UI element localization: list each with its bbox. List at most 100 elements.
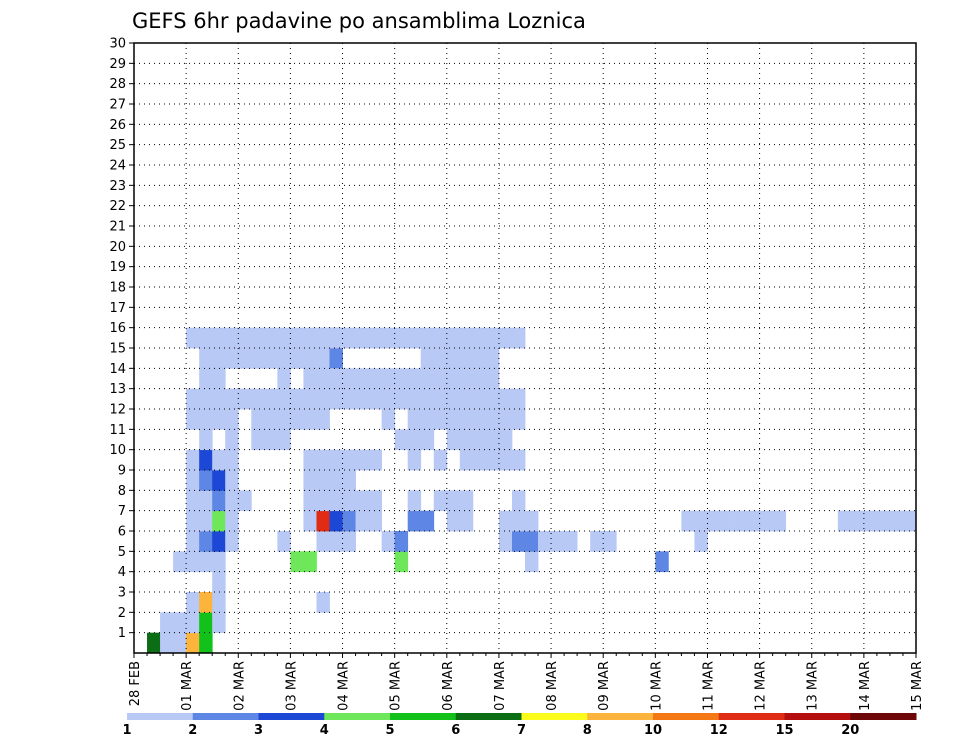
y-tick-label: 24 xyxy=(109,159,126,174)
heat-cell xyxy=(407,409,422,430)
heat-cell xyxy=(355,327,369,349)
y-tick-label: 22 xyxy=(109,199,126,214)
heat-cell xyxy=(394,531,409,552)
y-tick-label: 12 xyxy=(109,403,126,418)
heat-cell xyxy=(407,510,422,532)
heat-cell xyxy=(316,470,330,491)
heat-cell xyxy=(446,348,461,369)
heat-cell xyxy=(368,327,383,349)
heat-cell xyxy=(329,510,343,532)
heat-cell xyxy=(225,449,239,471)
heat-cell xyxy=(303,348,317,369)
heat-cell xyxy=(186,409,200,430)
heat-cell xyxy=(342,388,356,410)
heat-cell xyxy=(459,449,474,471)
heat-cell xyxy=(876,510,891,532)
heat-cell xyxy=(225,470,239,491)
heat-cell xyxy=(212,571,226,593)
heat-cell xyxy=(173,612,187,634)
heat-cell xyxy=(511,327,526,349)
heat-cell xyxy=(199,388,213,410)
heat-cell xyxy=(316,592,330,613)
heat-cell xyxy=(485,327,500,349)
heat-cell xyxy=(694,531,708,552)
heat-cell xyxy=(212,388,226,410)
heat-cell xyxy=(498,531,513,552)
heat-cell xyxy=(433,327,448,349)
heat-cell xyxy=(394,368,409,390)
heat-cell xyxy=(733,510,747,532)
heat-cell xyxy=(186,388,200,410)
heat-cell xyxy=(590,531,604,552)
y-tick-label: 9 xyxy=(118,464,126,479)
heat-cell xyxy=(277,327,291,349)
heat-cell xyxy=(420,348,435,369)
heat-cell xyxy=(225,510,239,532)
heat-cell xyxy=(420,429,435,451)
colorbar-label: 10 xyxy=(644,723,662,738)
heat-cell xyxy=(277,429,291,451)
y-tick-label: 27 xyxy=(109,98,126,113)
heat-cell xyxy=(459,429,474,451)
y-tick-label: 10 xyxy=(109,443,126,458)
heat-cell xyxy=(420,327,435,349)
heat-cell xyxy=(186,632,200,654)
heat-cell xyxy=(459,368,474,390)
heat-cell xyxy=(251,388,265,410)
heat-cell xyxy=(681,510,695,532)
heat-cell xyxy=(212,348,226,369)
colorbar-label: 2 xyxy=(188,723,197,738)
heat-cell xyxy=(264,388,278,410)
heat-cell xyxy=(459,490,474,512)
heat-cell xyxy=(368,449,383,471)
heat-cell xyxy=(746,510,760,532)
heat-cell xyxy=(251,348,265,369)
heat-cell xyxy=(264,327,278,349)
heat-cell xyxy=(394,388,409,410)
heat-cell xyxy=(420,368,435,390)
heat-cell xyxy=(186,531,200,552)
heat-cell xyxy=(329,327,343,349)
heat-cell xyxy=(355,388,369,410)
heat-cell xyxy=(342,368,356,390)
colorbar-label: 15 xyxy=(775,723,793,738)
x-tick-label: 12 MAR xyxy=(754,661,769,711)
heat-cell xyxy=(564,531,578,552)
heat-cell xyxy=(433,368,448,390)
heat-cell xyxy=(316,531,330,552)
y-tick-label: 14 xyxy=(109,362,126,377)
heat-cell xyxy=(303,490,317,512)
y-tick-label: 29 xyxy=(109,57,126,72)
heat-cell xyxy=(290,348,304,369)
heat-cell xyxy=(199,409,213,430)
heat-cell xyxy=(511,449,526,471)
heat-cell xyxy=(199,429,213,451)
heat-cell xyxy=(303,368,317,390)
heat-cell xyxy=(225,327,239,349)
colorbar-label: 5 xyxy=(385,723,394,738)
colorbar-swatch xyxy=(718,713,785,720)
heat-cell xyxy=(290,409,304,430)
heat-cell xyxy=(355,510,369,532)
colorbar-swatch xyxy=(587,713,654,720)
heat-cell xyxy=(511,409,526,430)
heat-cell xyxy=(459,348,474,369)
heat-cell xyxy=(394,551,409,573)
x-tick-label: 02 MAR xyxy=(232,661,247,711)
heat-cell xyxy=(290,327,304,349)
x-tick-label: 08 MAR xyxy=(545,661,560,711)
heat-cell xyxy=(407,368,422,390)
heat-cell xyxy=(329,449,343,471)
heat-cell xyxy=(225,490,239,512)
heat-cell xyxy=(459,327,474,349)
x-tick-label: 05 MAR xyxy=(389,661,404,711)
y-tick-label: 21 xyxy=(109,220,126,235)
heat-cell xyxy=(485,409,500,430)
heat-cell xyxy=(433,449,448,471)
heat-cell xyxy=(525,531,539,552)
heat-cell xyxy=(342,449,356,471)
x-tick-label: 13 MAR xyxy=(806,661,821,711)
heat-cell xyxy=(759,510,774,532)
heat-cell xyxy=(277,531,291,552)
heat-cell xyxy=(329,348,343,369)
